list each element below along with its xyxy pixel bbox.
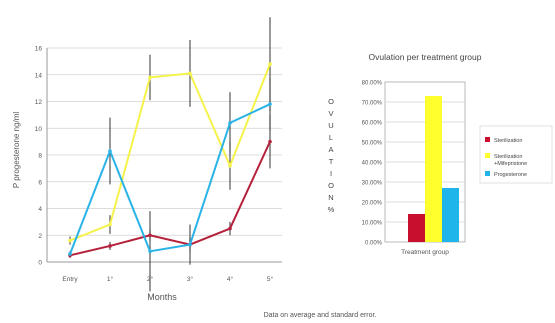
line-chart-point [108, 222, 112, 227]
bar-chart-y-tick-label: 10.00% [362, 221, 383, 227]
line-chart-point [68, 252, 72, 256]
line-chart-point [108, 244, 112, 248]
bar-chart-y-axis-label-letter: I [330, 169, 332, 178]
bar-chart-bars [408, 96, 459, 242]
bar-chart-legend-swatch [485, 171, 490, 176]
line-chart-series-line [69, 63, 271, 242]
bar-chart-y-axis-label-letter: N [328, 193, 333, 202]
line-chart-point [148, 249, 152, 254]
bar-chart-legend-label: Sterilization [494, 138, 522, 144]
bar-chart-legend: Sterilization Sterilization +Mifepristone P… [485, 137, 527, 178]
line-chart-point [148, 75, 152, 80]
bar-chart-legend-box [479, 125, 553, 184]
bar-chart-y-axis-label-letter: T [329, 157, 334, 166]
line-chart-point [228, 226, 232, 231]
bar-chart-legend-label: Progesterone [494, 172, 527, 178]
line-chart-point [228, 121, 232, 125]
line-chart-series [68, 62, 272, 258]
bar-chart-y-tick-labels: 0.00% 10.00% 20.00% 30.00% 40.00% 50.00% 60.00… [362, 81, 383, 247]
line-chart-x-axis-label: Months [147, 292, 177, 302]
line-chart-point [188, 242, 192, 247]
bar-chart-y-axis-label-letter: % [328, 205, 335, 214]
line-chart-point [188, 71, 192, 76]
bar-chart-y-axis-label-letter: A [328, 145, 333, 154]
line-chart-point [268, 139, 272, 144]
bar-chart-y-axis-label-letter: U [328, 121, 333, 130]
line-chart-series-line [69, 141, 271, 257]
bar-chart-y-tick-label: 60.00% [362, 121, 383, 127]
figure-footnote: Data on average and standard error. [264, 312, 377, 319]
line-chart-y-tick-labels: 0 2 4 6 8 10 12 14 16 [35, 46, 43, 267]
line-chart-y-tick-label: 0 [38, 260, 42, 267]
bar-chart-legend-swatch [485, 137, 490, 142]
bar-chart-y-tick-label: 0.00% [365, 241, 383, 247]
bar-chart-y-tick-label: 40.00% [362, 161, 383, 167]
bar-chart-y-tick-label: 70.00% [362, 101, 383, 107]
line-chart-y-axis-label: P progesterone ng/ml [12, 112, 21, 189]
bar-chart-bar [425, 96, 442, 242]
bar-chart-y-axis-label-letter: V [328, 109, 333, 118]
bar-chart-y-tick-label: 20.00% [362, 201, 383, 207]
line-chart-point [148, 233, 152, 238]
line-chart-point [268, 102, 272, 106]
line-chart-point [68, 238, 72, 243]
line-chart-x-tick-label: 5° [267, 275, 274, 283]
bar-chart-x-tick-label: Treatment group [401, 249, 449, 256]
line-chart-x-tick-label: Entry [62, 276, 78, 283]
line-chart-x-tick-label: 4° [227, 275, 234, 283]
line-chart-y-tick-label: 16 [35, 46, 43, 53]
line-chart-y-tick-label: 14 [35, 72, 43, 79]
line-chart-y-tick-label: 8 [38, 153, 42, 160]
line-chart-y-tick-label: 10 [35, 126, 43, 133]
bar-chart-y-tick-label: 80.00% [362, 81, 383, 87]
bar-chart-title: Ovulation per treatment group [369, 52, 482, 62]
bar-chart-legend-swatch [485, 153, 490, 158]
line-chart-x-tick-label: 1° [107, 275, 114, 283]
line-chart-point [108, 149, 112, 153]
line-chart-error-bars [69, 17, 271, 292]
line-chart-y-tick-label: 4 [38, 206, 42, 213]
bar-chart-y-tick-label: 50.00% [362, 141, 383, 147]
bar-chart-bar [442, 188, 459, 242]
bar-chart-y-tick-label: 30.00% [362, 181, 383, 187]
line-chart-y-tick-label: 6 [38, 179, 42, 186]
line-chart-gridlines [47, 47, 282, 236]
bar-chart-y-axis-label-letter: O [328, 97, 334, 106]
bar-chart-bar [408, 214, 425, 242]
line-chart-y-tick-label: 12 [35, 99, 43, 106]
bar-chart-y-axis-label-letter: O [328, 181, 334, 190]
bar-chart-legend-label: Sterilization +Mifepristone [494, 154, 527, 167]
bar-chart: Ovulation per treatment group OVULATION%… [328, 52, 553, 256]
line-chart-point [228, 163, 232, 168]
line-chart-y-tick-label: 2 [38, 233, 42, 240]
line-chart-series-line [69, 103, 271, 255]
bar-chart-y-axis-label-letter: L [329, 133, 333, 142]
line-chart-point [268, 62, 272, 66]
line-chart-x-tick-label: 3° [187, 275, 194, 283]
